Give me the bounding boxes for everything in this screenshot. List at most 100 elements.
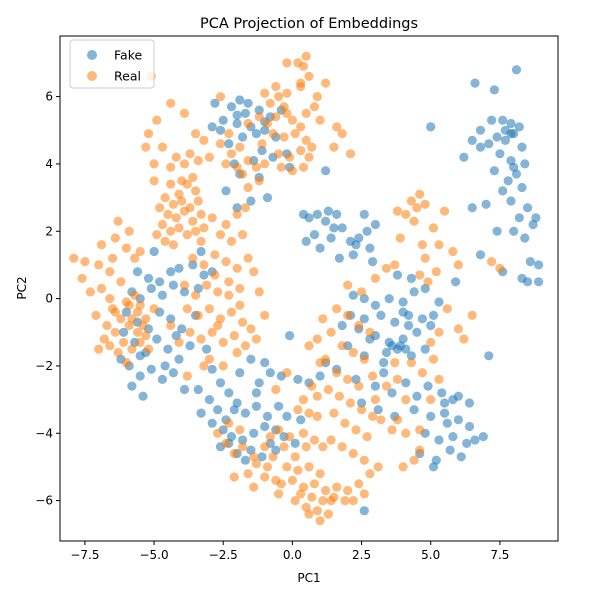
real-point-159: [301, 135, 311, 145]
x-tick-label-5: 5.0: [421, 548, 440, 562]
real-point-170: [312, 92, 322, 102]
real-point-294: [304, 462, 314, 472]
fake-point-243: [456, 452, 466, 462]
fake-point-4: [232, 118, 242, 129]
real-point-94: [221, 257, 231, 267]
real-point-54: [116, 277, 126, 287]
fake-point-23: [221, 186, 231, 196]
real-point-173: [296, 122, 306, 132]
fake-point-245: [470, 435, 480, 445]
real-point-45: [130, 290, 140, 300]
real-point-230: [357, 405, 367, 415]
fake-point-57: [492, 226, 502, 236]
real-point-114: [182, 371, 192, 381]
fake-point-153: [265, 368, 275, 378]
real-point-48: [99, 334, 109, 344]
fake-point-164: [290, 438, 300, 448]
real-point-51: [85, 287, 95, 297]
real-point-215: [332, 304, 342, 314]
real-point-289: [285, 432, 295, 442]
fake-point-44: [503, 176, 513, 186]
real-point-205: [357, 287, 367, 297]
real-point-251: [312, 411, 322, 421]
real-point-190: [406, 196, 416, 206]
real-point-103: [204, 354, 214, 364]
real-point-46: [138, 320, 148, 331]
real-point-246: [312, 334, 322, 344]
fake-point-82: [166, 267, 176, 277]
real-point-306: [307, 492, 317, 502]
real-point-202: [381, 263, 392, 273]
legend-label-fake: Fake: [114, 48, 142, 63]
real-point-196: [440, 206, 450, 216]
x-tick-label-3: 0.0: [283, 548, 302, 562]
fake-point-49: [523, 203, 533, 213]
real-point-135: [215, 139, 226, 149]
fake-point-26: [246, 196, 256, 206]
real-point-148: [260, 88, 270, 98]
real-point-226: [354, 381, 364, 391]
fake-point-141: [249, 428, 259, 438]
fake-point-89: [157, 290, 167, 300]
fake-point-9: [235, 95, 245, 105]
real-point-291: [309, 435, 320, 445]
fake-point-196: [359, 314, 369, 324]
real-point-207: [431, 267, 441, 277]
fake-point-88: [146, 283, 156, 294]
real-point-111: [251, 334, 261, 344]
fake-point-201: [337, 320, 347, 331]
y-tick-label-5: 4: [45, 157, 53, 171]
y-tick-label-1: −4: [35, 426, 53, 440]
real-point-217: [354, 320, 364, 331]
real-point-69: [110, 233, 120, 243]
fake-point-68: [511, 65, 522, 75]
fake-point-33: [498, 115, 508, 125]
fake-point-69: [489, 85, 499, 95]
real-point-96: [243, 253, 253, 263]
real-point-286: [235, 425, 245, 435]
real-point-302: [332, 482, 342, 492]
real-point-212: [487, 257, 497, 267]
real-point-228: [334, 391, 344, 401]
real-point-4: [160, 193, 170, 203]
fake-point-32: [207, 122, 217, 132]
fake-point-131: [229, 405, 239, 415]
real-point-120: [166, 98, 176, 108]
fake-point-112: [127, 381, 137, 391]
real-point-319: [290, 496, 300, 506]
real-point-119: [152, 115, 162, 125]
fake-point-167: [312, 209, 322, 219]
real-point-283: [290, 452, 300, 462]
real-point-182: [329, 142, 339, 152]
real-point-11: [179, 206, 190, 216]
real-point-282: [279, 442, 289, 452]
fake-point-193: [409, 287, 419, 297]
real-point-95: [232, 263, 242, 273]
fake-point-178: [348, 250, 358, 260]
real-point-105: [232, 347, 242, 358]
real-point-72: [96, 240, 107, 250]
real-point-130: [193, 156, 203, 166]
real-point-161: [285, 152, 295, 162]
real-point-155: [282, 108, 292, 118]
real-point-219: [326, 327, 336, 337]
y-tick-label-6: 6: [45, 90, 53, 104]
fake-point-40: [495, 149, 505, 159]
real-point-138: [243, 156, 253, 166]
fake-point-34: [506, 118, 516, 129]
fake-point-71: [523, 277, 533, 287]
real-point-110: [210, 270, 220, 280]
fake-point-70: [470, 78, 480, 88]
real-point-255: [453, 324, 463, 334]
real-point-150: [274, 92, 284, 102]
real-point-28: [207, 213, 217, 223]
fake-point-250: [434, 297, 444, 307]
real-point-177: [282, 58, 292, 68]
real-point-15: [166, 226, 176, 236]
real-point-167: [282, 88, 292, 98]
real-point-67: [69, 253, 79, 263]
fake-point-107: [135, 371, 145, 381]
real-point-295: [315, 469, 325, 479]
fake-point-228: [357, 398, 367, 408]
fake-point-48: [506, 196, 516, 206]
